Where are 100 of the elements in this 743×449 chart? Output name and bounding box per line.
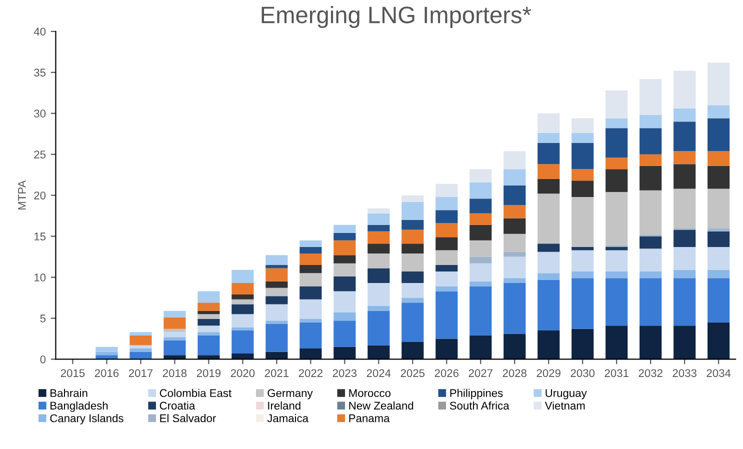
bar <box>164 317 186 329</box>
x-tick-label: 2025 <box>400 369 425 378</box>
y-tick-label: 35 <box>34 68 46 77</box>
bar <box>538 164 560 179</box>
chart-title: Emerging LNG Importers* <box>262 6 532 28</box>
bar <box>708 105 730 118</box>
bar <box>334 233 356 240</box>
bar <box>334 291 356 312</box>
bar <box>538 330 560 360</box>
bar <box>640 248 662 272</box>
legend-label: Croatia <box>160 401 196 410</box>
bar <box>606 169 628 192</box>
bar <box>674 326 696 360</box>
legend-label: Canary Islands <box>50 414 124 424</box>
legend-label: Philippines <box>450 388 503 400</box>
bar <box>572 133 594 143</box>
bar <box>368 282 390 306</box>
bar <box>368 244 390 254</box>
bar <box>300 319 322 322</box>
bar <box>674 108 696 122</box>
bar <box>538 194 560 244</box>
bar <box>708 228 730 232</box>
bar <box>504 282 526 334</box>
x-tick-label: 2021 <box>264 369 288 378</box>
bar <box>368 208 390 214</box>
bar <box>266 264 288 268</box>
bar <box>708 322 730 360</box>
bar <box>198 291 220 303</box>
y-tick-label: 30 <box>34 110 46 118</box>
bar <box>368 224 390 232</box>
bar <box>436 237 458 250</box>
bar <box>368 253 390 268</box>
bar <box>606 272 628 278</box>
bar <box>708 270 730 278</box>
bar <box>504 234 526 252</box>
legend-label: El Salvador <box>160 414 216 422</box>
bar <box>640 115 662 128</box>
bar <box>368 306 390 311</box>
x-tick-label: 2027 <box>468 369 492 378</box>
bar <box>708 62 730 106</box>
bar <box>606 250 628 272</box>
bar <box>436 291 458 339</box>
legend-label: Ireland <box>268 401 300 410</box>
bar <box>130 345 152 349</box>
x-tick-label: 2017 <box>128 369 153 378</box>
legend-label: New Zealand <box>349 401 414 410</box>
bar <box>402 302 424 342</box>
bar <box>436 210 458 224</box>
y-tick-label: 15 <box>34 232 46 240</box>
bar <box>470 198 492 214</box>
bar <box>470 240 492 257</box>
bar <box>572 272 594 278</box>
bar <box>572 142 594 170</box>
bar <box>538 280 560 331</box>
bar <box>334 346 356 360</box>
bar <box>232 330 254 354</box>
bar <box>436 196 458 210</box>
x-tick-label: 2020 <box>230 369 255 378</box>
bar <box>300 264 322 274</box>
bar <box>130 332 152 336</box>
legend-label: Panama <box>349 414 390 422</box>
bar <box>402 244 424 254</box>
bar <box>300 253 322 265</box>
bar <box>300 246 322 254</box>
x-tick-label: 2023 <box>332 369 357 378</box>
bar <box>674 122 696 152</box>
bar <box>606 118 628 128</box>
bar <box>164 337 186 340</box>
bar <box>640 78 662 116</box>
bar <box>300 322 322 349</box>
bar <box>198 314 220 320</box>
bar <box>96 352 118 356</box>
bar <box>232 299 254 304</box>
bar <box>538 273 560 280</box>
y-tick-label: 5 <box>40 314 46 322</box>
x-tick-label: 2028 <box>502 369 526 378</box>
bar <box>504 151 526 170</box>
bar <box>402 202 424 220</box>
bar <box>708 246 730 270</box>
legend-label: Bahrain <box>50 388 88 398</box>
bar <box>572 250 594 272</box>
bar <box>674 270 696 278</box>
bar <box>368 310 390 346</box>
y-tick-label: 40 <box>34 28 46 36</box>
bar <box>402 220 424 230</box>
bar <box>266 288 288 296</box>
bar <box>334 263 356 276</box>
bar <box>538 113 560 134</box>
bar <box>674 70 696 108</box>
bar <box>538 133 560 143</box>
bar <box>572 278 594 329</box>
bar <box>436 338 458 360</box>
bar <box>470 256 492 264</box>
bar <box>504 169 526 186</box>
bar <box>334 240 356 256</box>
bar <box>708 166 730 189</box>
bar <box>606 90 628 118</box>
bar <box>402 342 424 360</box>
bar <box>334 224 356 234</box>
bar <box>266 324 288 352</box>
